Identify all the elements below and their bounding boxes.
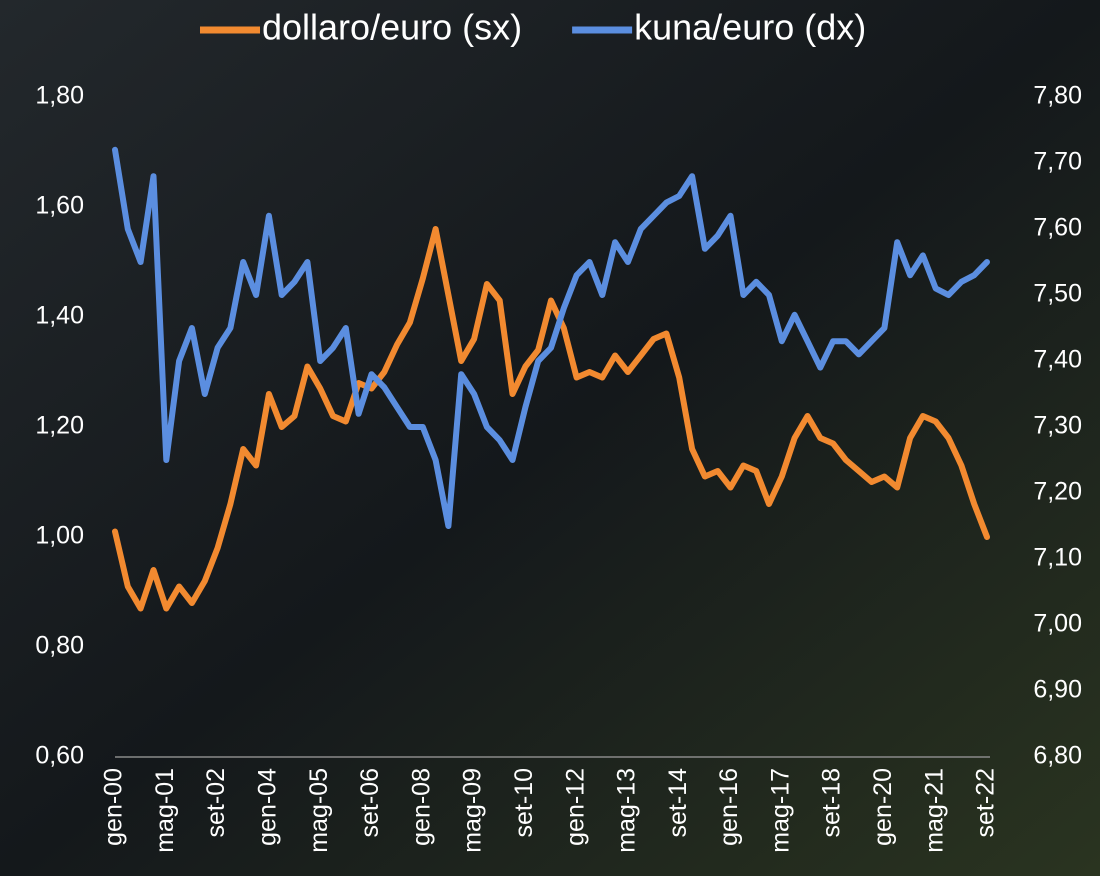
x-tick-label: gen-08 [407, 768, 435, 846]
legend-label: dollaro/euro (sx) [262, 7, 522, 48]
legend-label: kuna/euro (dx) [634, 7, 866, 48]
x-tick-label: mag-13 [613, 768, 641, 853]
y2-tick-label: 7,80 [1033, 82, 1082, 110]
x-tick-label: mag-17 [766, 768, 794, 853]
y2-tick-label: 7,30 [1033, 412, 1082, 440]
x-tick-label: mag-05 [305, 768, 333, 853]
x-tick-label: set-10 [510, 768, 538, 837]
y2-tick-label: 7,50 [1033, 280, 1082, 308]
y-tick-label: 1,40 [35, 302, 84, 330]
x-tick-label: mag-09 [459, 768, 487, 853]
x-tick-label: gen-16 [715, 768, 743, 846]
y-tick-label: 0,60 [35, 742, 84, 770]
series-line [112, 226, 990, 612]
x-tick-label: set-18 [818, 768, 846, 837]
y2-tick-label: 6,80 [1033, 742, 1082, 770]
y2-tick-label: 7,70 [1033, 148, 1082, 176]
x-tick-label: gen-04 [253, 768, 281, 846]
x-tick-label: set-14 [664, 768, 692, 838]
y2-tick-label: 6,90 [1033, 676, 1082, 704]
y-tick-label: 0,80 [35, 632, 84, 660]
y2-tick-label: 7,10 [1033, 544, 1082, 572]
x-tick-label: set-06 [356, 768, 384, 837]
y2-tick-label: 7,00 [1033, 610, 1082, 638]
x-tick-label: mag-01 [151, 768, 179, 853]
y-tick-label: 1,60 [35, 192, 84, 220]
x-tick-label: set-02 [202, 768, 230, 837]
x-tick-label: gen-12 [561, 768, 589, 846]
y2-tick-label: 7,60 [1033, 214, 1082, 242]
x-tick-label: gen-20 [869, 768, 897, 846]
y-tick-label: 1,20 [35, 412, 84, 440]
x-tick-label: gen-00 [100, 768, 128, 846]
series-line [112, 146, 990, 529]
y2-tick-label: 7,20 [1033, 478, 1082, 506]
x-tick-label: set-22 [972, 768, 1000, 837]
y-tick-label: 1,80 [35, 82, 84, 110]
y2-tick-label: 7,40 [1033, 346, 1082, 374]
y-tick-label: 1,00 [35, 522, 84, 550]
x-tick-label: mag-21 [920, 768, 948, 853]
